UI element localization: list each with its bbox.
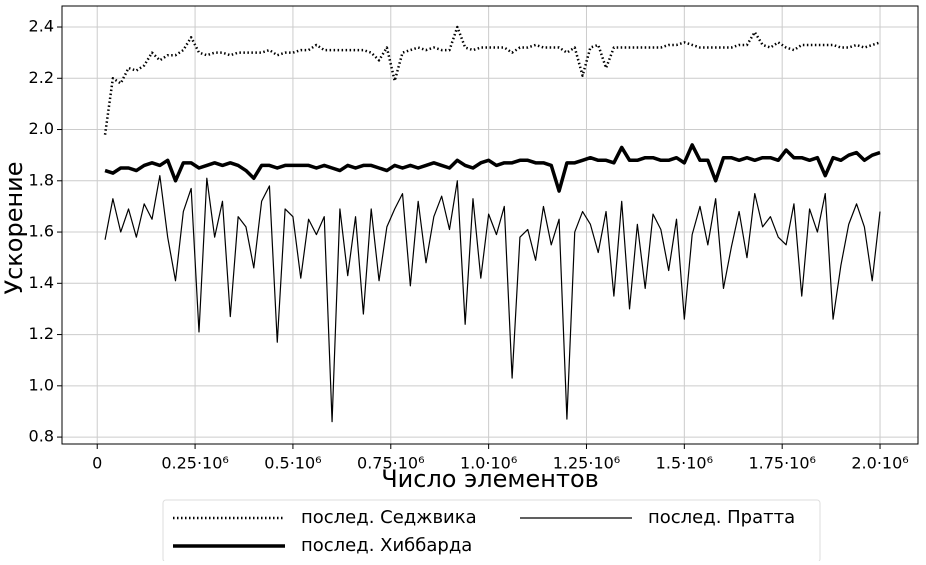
line-series: [104, 143, 881, 193]
x-tick-label: 0.25·10⁶: [161, 454, 228, 473]
x-tick-label: 1.75·10⁶: [748, 454, 815, 473]
y-tick-label: 1.0: [29, 375, 54, 394]
y-tick-label: 2.2: [29, 68, 54, 87]
legend-label: послед. Хиббарда: [301, 535, 472, 556]
y-tick-label: 1.4: [29, 273, 54, 292]
y-tick-label: 1.6: [29, 222, 54, 241]
plot-area: [103, 25, 881, 423]
y-tick-label: 2.0: [29, 119, 54, 138]
x-tick-label: 1.25·10⁶: [553, 454, 620, 473]
x-axis-label: Число элементов: [381, 465, 599, 493]
x-tick-label: 1.0·10⁶: [460, 454, 517, 473]
y-tick-label: 1.8: [29, 170, 54, 189]
y-tick-label: 1.2: [29, 324, 54, 343]
x-tick-label: 2.0·10⁶: [851, 454, 908, 473]
legend-label: послед. Седжвика: [301, 507, 477, 528]
y-axis-label: Ускорение: [0, 161, 28, 294]
grid: [62, 6, 918, 444]
y-tick-label: 2.4: [29, 17, 54, 36]
line-series: [103, 25, 881, 135]
y-tick-label: 0.8: [29, 427, 54, 446]
x-tick-label: 1.5·10⁶: [656, 454, 713, 473]
x-tick-label: 0.5·10⁶: [264, 454, 321, 473]
x-tick-label: 0: [92, 454, 102, 473]
legend-label: послед. Пратта: [648, 507, 795, 528]
axes-frame: [61, 5, 919, 445]
line-series: [104, 175, 881, 423]
x-tick-label: 0.75·10⁶: [357, 454, 424, 473]
